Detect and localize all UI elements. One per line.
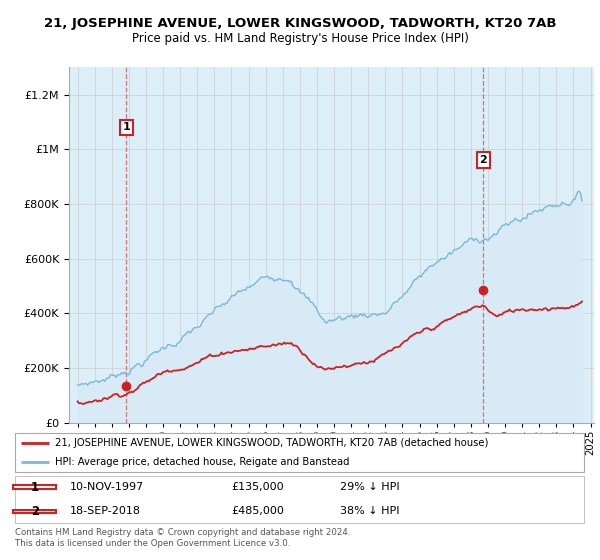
Text: 38% ↓ HPI: 38% ↓ HPI (340, 506, 400, 516)
FancyBboxPatch shape (13, 510, 56, 514)
Text: £485,000: £485,000 (231, 506, 284, 516)
Text: 2: 2 (31, 505, 39, 518)
Text: Price paid vs. HM Land Registry's House Price Index (HPI): Price paid vs. HM Land Registry's House … (131, 32, 469, 45)
Text: 21, JOSEPHINE AVENUE, LOWER KINGSWOOD, TADWORTH, KT20 7AB: 21, JOSEPHINE AVENUE, LOWER KINGSWOOD, T… (44, 17, 556, 30)
Text: Contains HM Land Registry data © Crown copyright and database right 2024.
This d: Contains HM Land Registry data © Crown c… (15, 528, 350, 548)
Text: 1: 1 (122, 123, 130, 132)
FancyBboxPatch shape (13, 485, 56, 489)
Text: 10-NOV-1997: 10-NOV-1997 (70, 482, 144, 492)
Text: 21, JOSEPHINE AVENUE, LOWER KINGSWOOD, TADWORTH, KT20 7AB (detached house): 21, JOSEPHINE AVENUE, LOWER KINGSWOOD, T… (55, 437, 488, 447)
Text: 18-SEP-2018: 18-SEP-2018 (70, 506, 140, 516)
Text: 1: 1 (31, 480, 39, 493)
FancyBboxPatch shape (15, 476, 584, 522)
FancyBboxPatch shape (15, 433, 584, 472)
Text: 29% ↓ HPI: 29% ↓ HPI (340, 482, 400, 492)
Text: HPI: Average price, detached house, Reigate and Banstead: HPI: Average price, detached house, Reig… (55, 457, 350, 467)
Text: £135,000: £135,000 (231, 482, 284, 492)
Text: 2: 2 (479, 155, 487, 165)
